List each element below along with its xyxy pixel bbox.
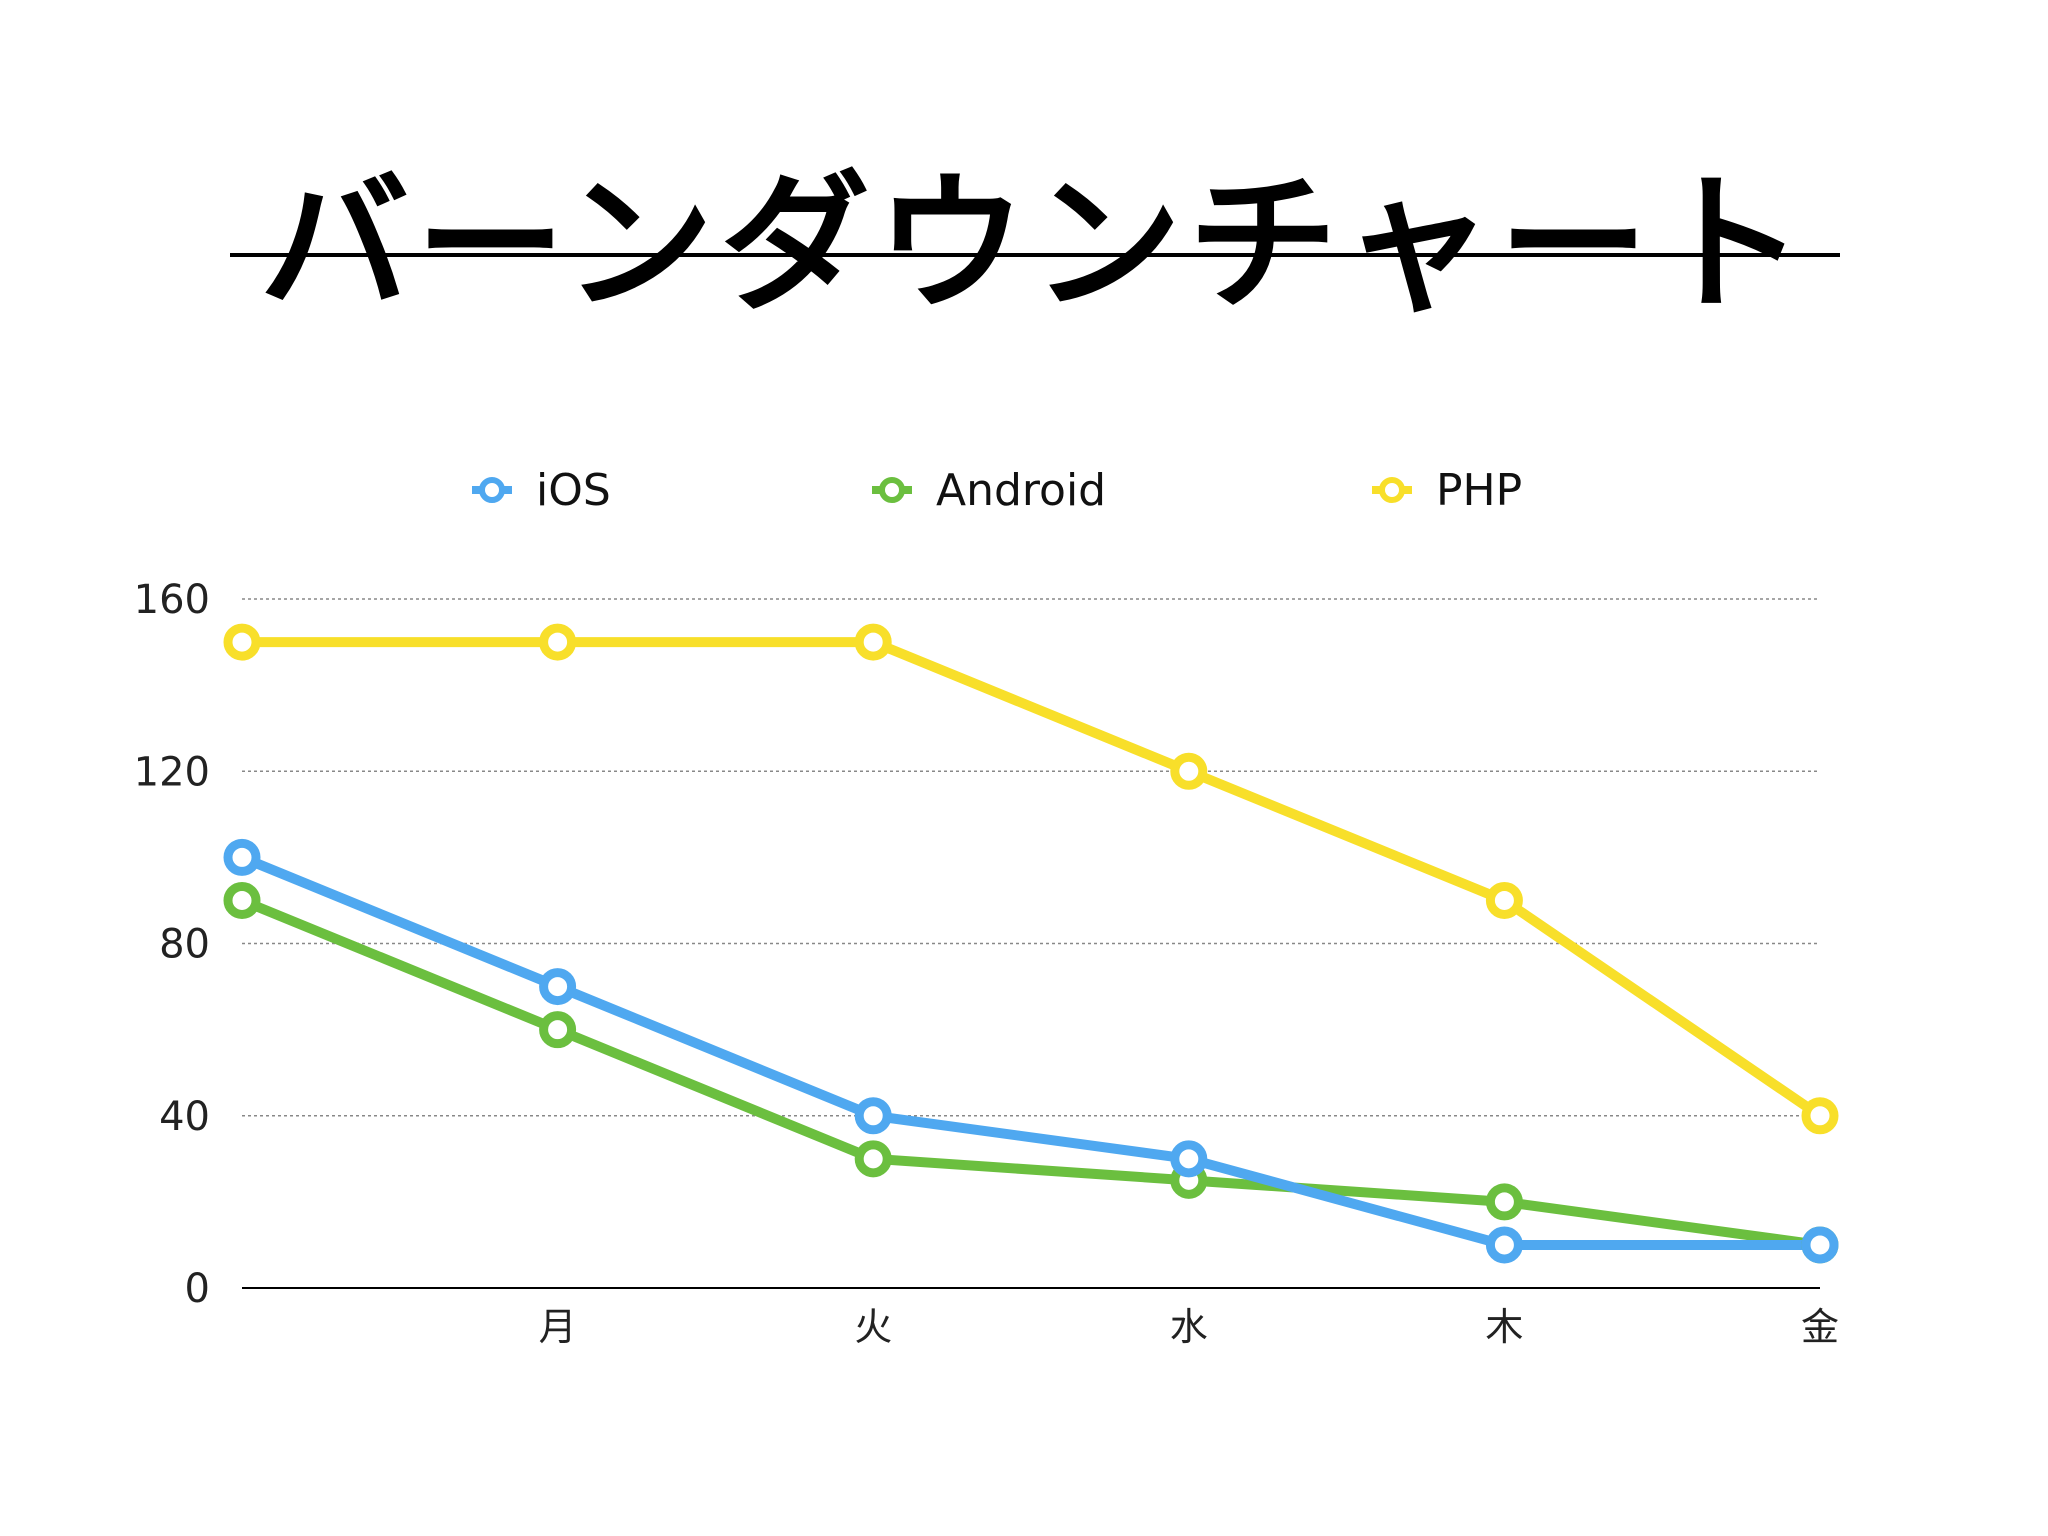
legend-marker-dot [879, 477, 905, 503]
x-tick-label: 火 [854, 1305, 892, 1349]
page-title: バーンダウンチャート [259, 158, 1811, 332]
y-tick-label: 0 [185, 1266, 210, 1312]
title-strikethrough-line [230, 253, 1840, 257]
data-point-php [1485, 881, 1523, 919]
series-line-android [237, 895, 1825, 1250]
data-point-android [539, 1011, 577, 1049]
data-point-ios [223, 838, 261, 876]
x-tick-label: 金 [1801, 1305, 1839, 1349]
legend-item-ios: iOS [470, 455, 611, 525]
page-title-area: バーンダウンチャート [230, 150, 1840, 340]
data-point-php [539, 623, 577, 661]
data-point-android [223, 881, 261, 919]
x-tick-label: 水 [1170, 1305, 1208, 1349]
series-line-php [237, 637, 1825, 1121]
data-point-ios [1485, 1226, 1523, 1264]
y-tick-label: 120 [134, 749, 210, 795]
y-tick-label: 40 [159, 1094, 210, 1140]
legend-marker-icon [1372, 477, 1412, 503]
legend-label: iOS [536, 464, 611, 516]
data-point-php [223, 623, 261, 661]
x-tick-label: 木 [1485, 1305, 1523, 1349]
y-tick-label: 80 [159, 922, 210, 968]
legend-marker-icon [872, 477, 912, 503]
y-tick-label: 160 [134, 577, 210, 623]
series-line-ios [237, 852, 1825, 1250]
data-point-ios [854, 1097, 892, 1135]
data-point-php [854, 623, 892, 661]
data-point-android [854, 1140, 892, 1178]
legend-marker-dot [1379, 477, 1405, 503]
legend-label: Android [936, 464, 1107, 516]
data-point-php [1170, 752, 1208, 790]
x-tick-label: 月 [539, 1305, 577, 1349]
legend-marker-dot [479, 477, 505, 503]
legend-item-android: Android [870, 455, 1106, 525]
data-point-ios [1801, 1226, 1839, 1264]
legend-label: PHP [1436, 464, 1523, 516]
chart-legend: iOS Android PHP [0, 455, 2048, 525]
data-point-ios [539, 968, 577, 1006]
data-point-php [1801, 1097, 1839, 1135]
data-point-android [1485, 1183, 1523, 1221]
data-point-ios [1170, 1140, 1208, 1178]
legend-item-php: PHP [1370, 455, 1522, 525]
legend-marker-icon [472, 477, 512, 503]
